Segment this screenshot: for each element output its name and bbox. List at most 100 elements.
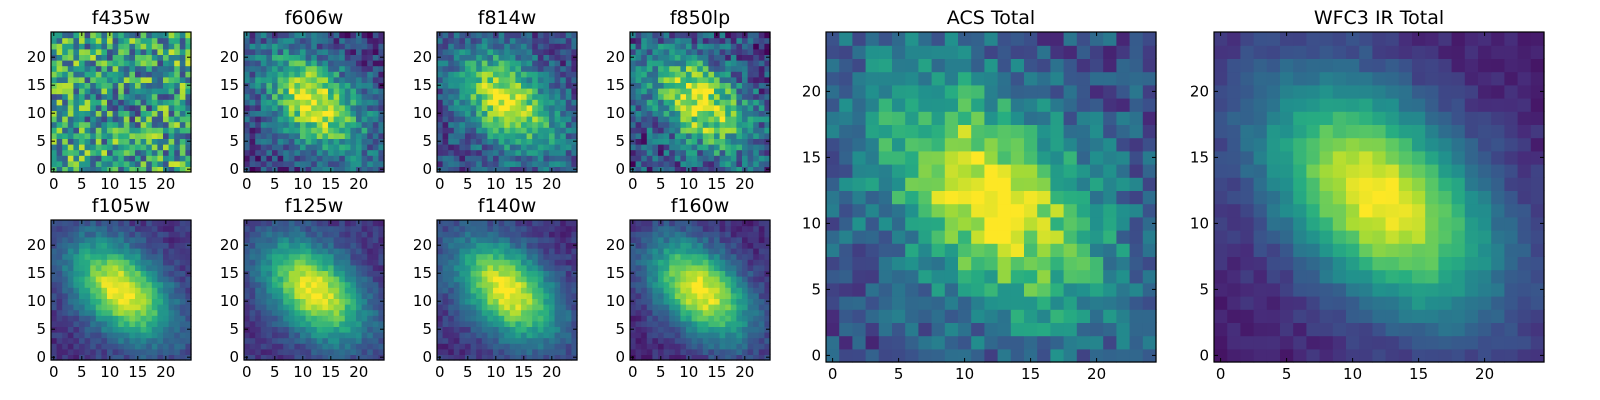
heatmap-cell (641, 99, 648, 106)
heatmap-cell (565, 110, 572, 117)
heatmap-cell (367, 71, 374, 78)
heatmap-cell (56, 160, 63, 167)
heatmap-cell (84, 144, 91, 151)
heatmap-cell (95, 304, 102, 311)
heatmap-cell (554, 155, 561, 162)
heatmap-cell (79, 93, 86, 100)
heatmap-cell (504, 99, 511, 106)
heatmap-cell (852, 230, 867, 244)
heatmap-cell (1050, 256, 1065, 271)
heatmap-cell (328, 71, 335, 78)
heatmap-cell (305, 60, 312, 67)
heatmap-cell (367, 309, 374, 316)
heatmap-cell (322, 276, 329, 283)
heatmap-cell (459, 315, 466, 322)
heatmap-cell (62, 149, 69, 156)
heatmap-cell (372, 292, 379, 299)
heatmap-cell (361, 348, 368, 355)
heatmap-cell (465, 138, 472, 145)
heatmap-cell (367, 166, 374, 173)
heatmap-cell (470, 132, 477, 139)
heatmap-cell (571, 320, 578, 327)
heatmap-cell (350, 144, 357, 151)
heatmap-cell (736, 127, 743, 134)
heatmap-cell (135, 110, 142, 117)
heatmap-cell (118, 166, 125, 173)
heatmap-cell (1103, 269, 1117, 284)
heatmap-cell (146, 337, 153, 344)
heatmap-cell (179, 71, 186, 78)
heatmap-cell (1076, 348, 1091, 363)
heatmap-cell (305, 220, 312, 227)
heatmap-cell (437, 37, 444, 44)
heatmap-cell (322, 220, 329, 227)
heatmap-cell (747, 144, 754, 151)
heatmap-cell (630, 48, 637, 55)
heatmap-cell (67, 281, 74, 288)
heatmap-cell (316, 32, 323, 39)
heatmap-cell (249, 320, 256, 327)
heatmap-cell (674, 76, 681, 83)
heatmap-cell (641, 110, 648, 117)
heatmap-cell (764, 116, 771, 123)
heatmap-cell (509, 116, 516, 123)
heatmap-cell (118, 132, 125, 139)
heatmap-cell (1037, 58, 1051, 73)
heatmap-cell (316, 242, 323, 249)
heatmap-cell (560, 332, 567, 339)
heatmap-cell (367, 315, 374, 322)
heatmap-cell (67, 138, 74, 145)
heatmap-cell (350, 71, 357, 78)
heatmap-cell (476, 88, 483, 95)
x-tick-label: 15 (514, 175, 533, 193)
heatmap-cell (453, 110, 460, 117)
heatmap-cell (571, 292, 578, 299)
heatmap-cell (146, 32, 153, 39)
heatmap-cell (470, 110, 477, 117)
heatmap-cell (73, 315, 80, 322)
heatmap-cell (526, 155, 533, 162)
heatmap-cell (244, 116, 251, 123)
heatmap-cell (333, 127, 340, 134)
heatmap-cell (465, 76, 472, 83)
heatmap-cell (758, 132, 765, 139)
heatmap-cell (95, 71, 102, 78)
heatmap-cell (56, 348, 63, 355)
heatmap-cell (565, 149, 572, 156)
heatmap-cell (73, 48, 80, 55)
heatmap-cell (266, 110, 273, 117)
heatmap-cell (266, 138, 273, 145)
heatmap-cell (135, 248, 142, 255)
heatmap-cell (179, 315, 186, 322)
y-tick-label: 15 (220, 76, 239, 94)
heatmap-cell (146, 99, 153, 106)
heatmap-cell (244, 309, 251, 316)
heatmap-cell (118, 121, 125, 128)
heatmap-cell (255, 304, 262, 311)
heatmap-cell (305, 149, 312, 156)
heatmap-cell (532, 320, 539, 327)
heatmap-cell (356, 337, 363, 344)
heatmap-cell (537, 82, 544, 89)
heatmap-cell (328, 281, 335, 288)
heatmap-cell (322, 304, 329, 311)
heatmap-cell (504, 326, 511, 333)
x-tick-label: 0 (49, 175, 59, 193)
heatmap-cell (367, 298, 374, 305)
heatmap-cell (515, 88, 522, 95)
heatmap-cell (294, 287, 301, 294)
heatmap-cell (283, 82, 290, 89)
heatmap-cell (663, 116, 670, 123)
heatmap-cell (266, 132, 273, 139)
heatmap-cell (140, 149, 147, 156)
heatmap-cell (249, 149, 256, 156)
heatmap-cell (277, 253, 284, 260)
heatmap-cell (537, 48, 544, 55)
heatmap-cell (95, 121, 102, 128)
heatmap-cell (356, 121, 363, 128)
heatmap-cell (277, 54, 284, 61)
heatmap-cell (1116, 177, 1131, 191)
heatmap-cell (123, 309, 130, 316)
heatmap-cell (311, 242, 318, 249)
heatmap-cell (725, 155, 732, 162)
